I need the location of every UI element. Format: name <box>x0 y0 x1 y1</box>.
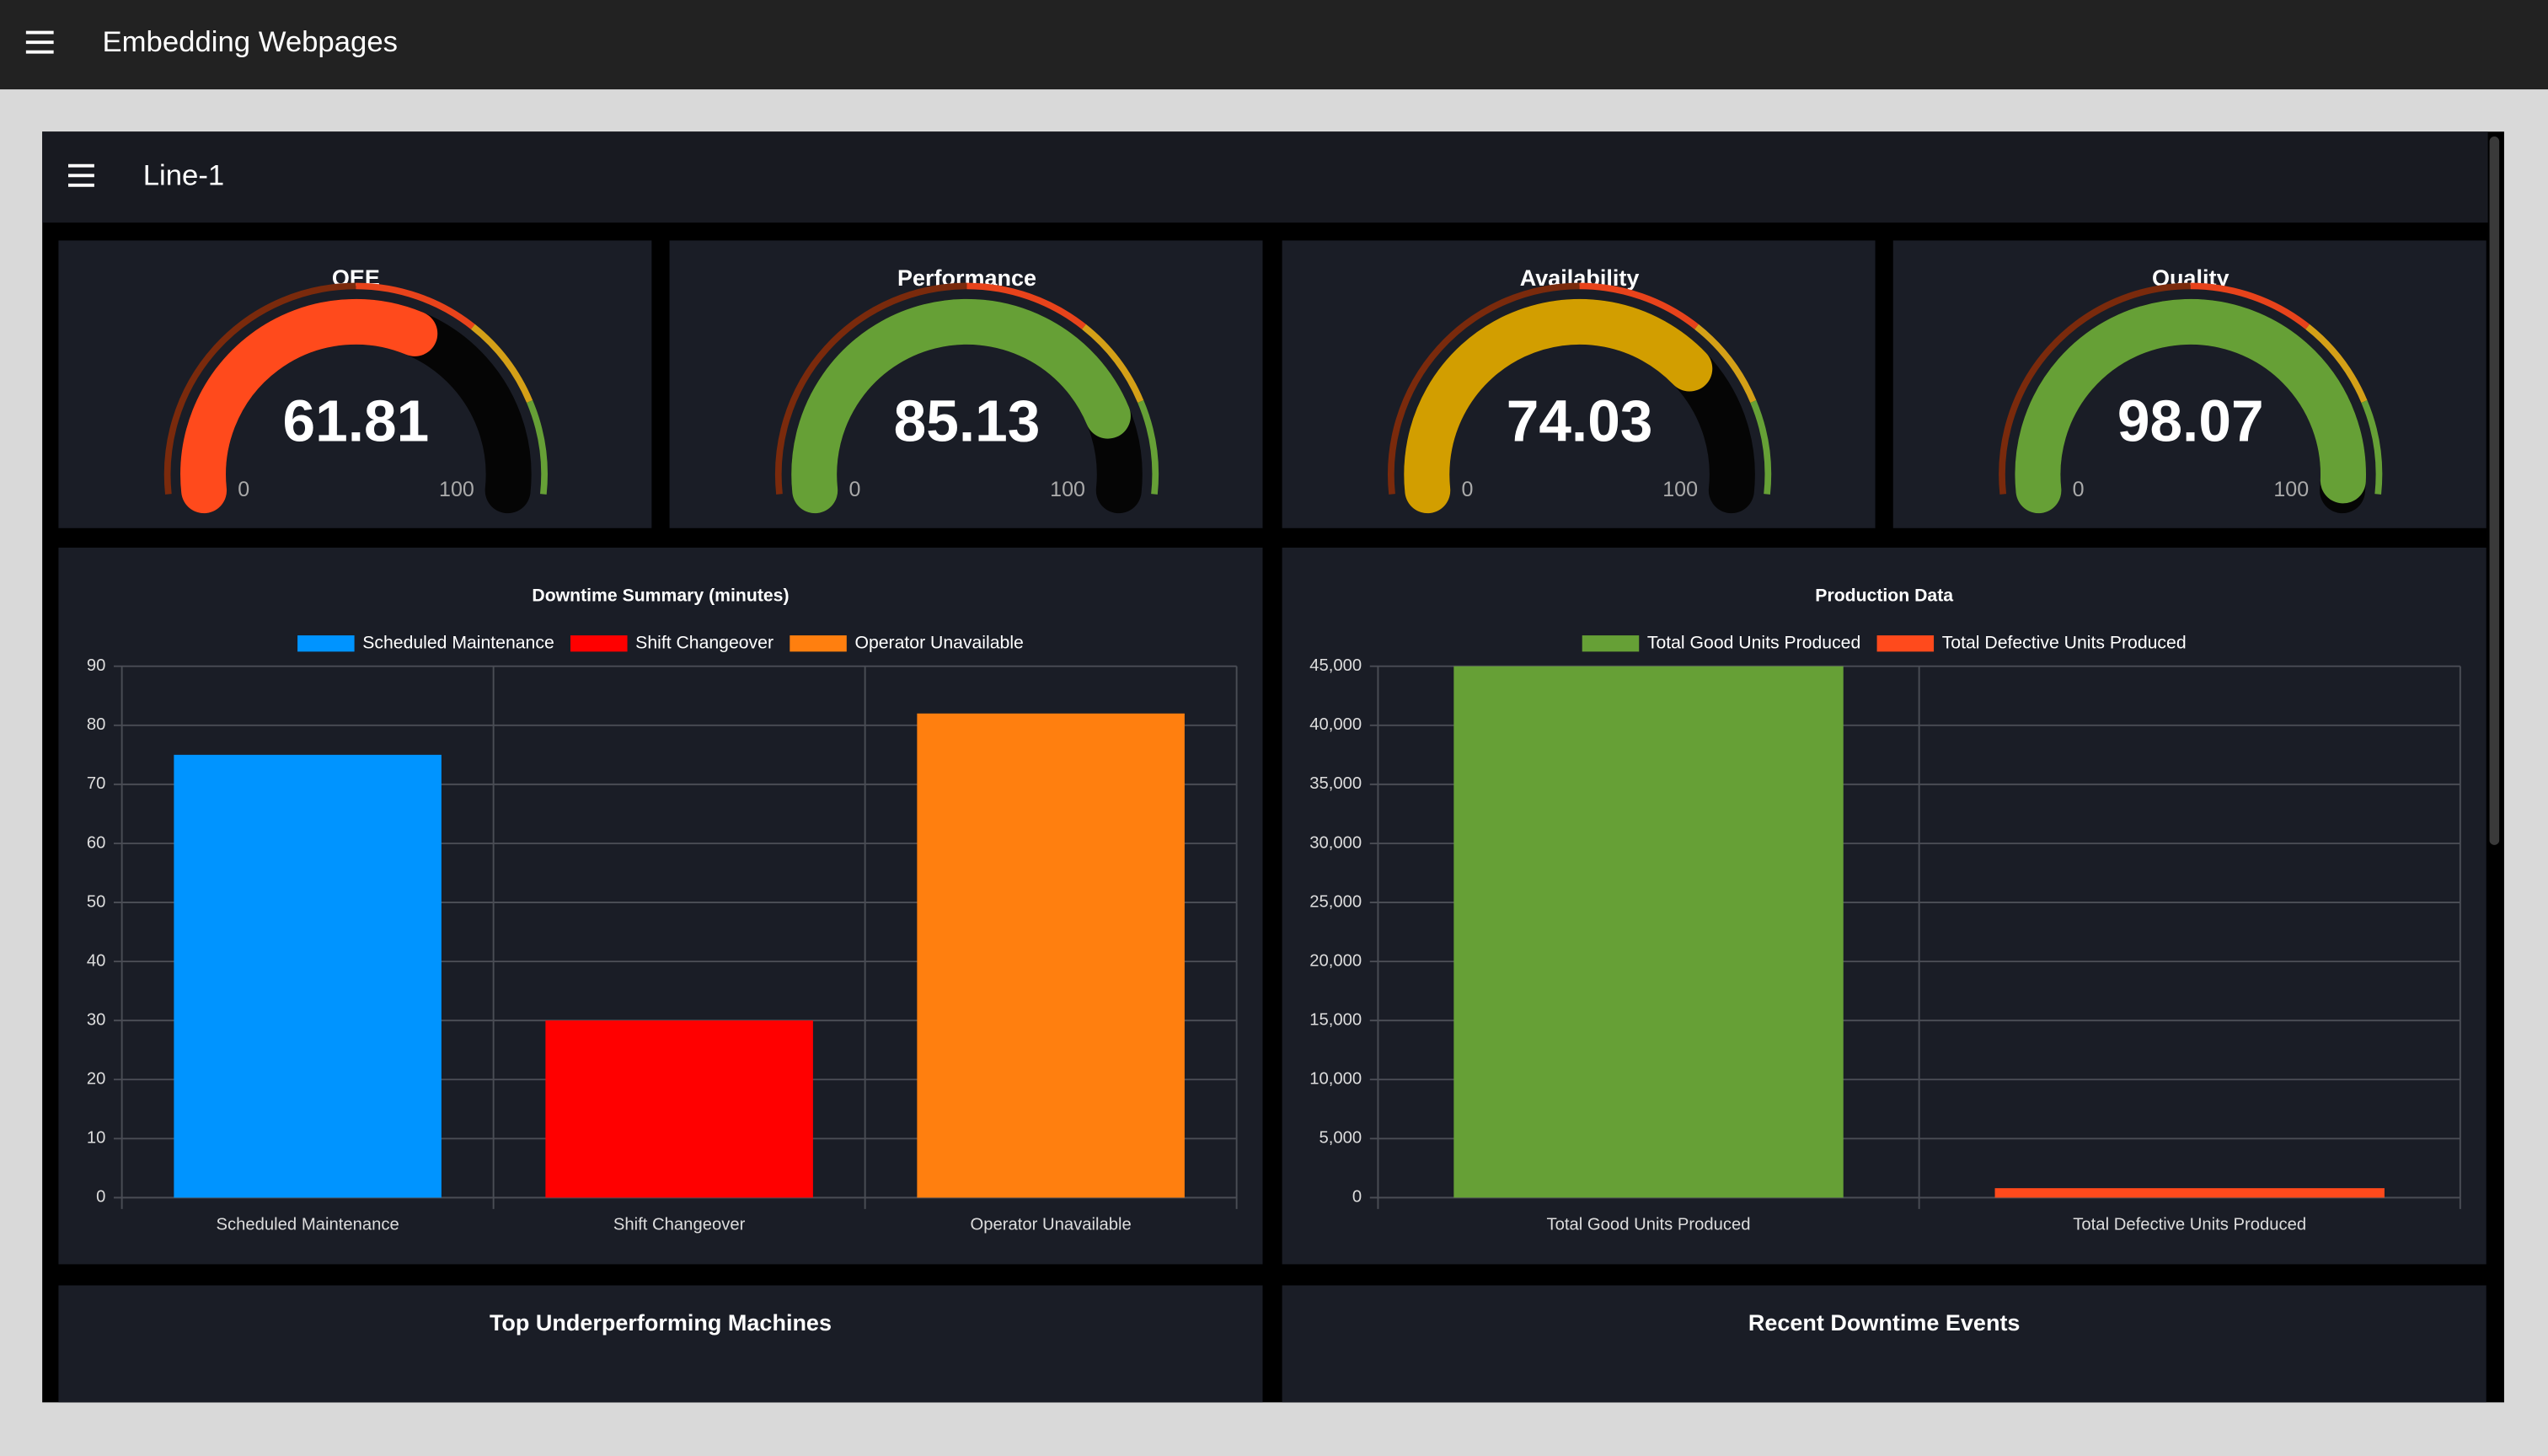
gauge-value: 98.07 <box>2117 388 2264 454</box>
legend-swatch <box>1582 635 1640 652</box>
y-tick-label: 35,000 <box>1309 774 1362 793</box>
chart-title: Production Data <box>1815 586 1953 605</box>
gauge-threshold-segment <box>1388 282 1580 495</box>
legend-label: Scheduled Maintenance <box>362 633 554 652</box>
legend-label: Shift Changeover <box>635 633 774 652</box>
legend-label: Total Good Units Produced <box>1647 633 1860 652</box>
panel-title: Recent Downtime Events <box>1748 1310 2021 1336</box>
y-tick-label: 50 <box>87 892 106 911</box>
gauge-threshold-segment <box>163 282 356 495</box>
gauge-threshold-segment <box>470 324 533 403</box>
gauge-value-arc <box>791 298 1131 514</box>
y-tick-label: 20,000 <box>1309 951 1362 970</box>
gauge-min: 0 <box>238 478 249 501</box>
bar <box>174 754 442 1198</box>
y-tick-label: 5,000 <box>1319 1129 1362 1148</box>
bar <box>545 1020 813 1198</box>
gauge-threshold-segment <box>1999 282 2191 495</box>
gauge-threshold-segment <box>527 399 548 495</box>
y-tick-label: 10,000 <box>1309 1070 1362 1089</box>
gauge-threshold-segment <box>1694 324 1757 403</box>
gauge-value: 85.13 <box>894 388 1041 454</box>
gauge-max: 100 <box>2273 478 2309 501</box>
gauge-max: 100 <box>439 478 474 501</box>
gauge-min: 0 <box>2073 478 2085 501</box>
app-bar <box>0 0 2548 90</box>
y-tick-label: 30,000 <box>1309 833 1362 852</box>
y-tick-label: 70 <box>87 774 106 793</box>
y-tick-label: 25,000 <box>1309 892 1362 911</box>
gauge-value-arc <box>180 298 438 514</box>
legend-swatch <box>1876 635 1935 652</box>
gauge-value: 74.03 <box>1507 388 1653 454</box>
gauge-threshold-segment <box>2361 399 2383 495</box>
bar <box>1994 1188 2385 1198</box>
legend-swatch <box>790 635 847 652</box>
y-tick-label: 80 <box>87 715 106 734</box>
dashboard-menu-button[interactable] <box>68 163 94 187</box>
dashboard-title: Line-1 <box>143 159 224 191</box>
panel-card <box>58 1285 1263 1403</box>
x-tick-label: Shift Changeover <box>613 1215 746 1234</box>
y-tick-label: 10 <box>87 1129 106 1148</box>
gauge-threshold-segment <box>2305 324 2368 403</box>
gauge-threshold-segment <box>1750 399 1772 495</box>
x-tick-label: Scheduled Maintenance <box>216 1215 399 1234</box>
gauge-value: 61.81 <box>283 388 430 454</box>
y-tick-label: 45,000 <box>1309 656 1362 675</box>
gauge-max: 100 <box>1050 478 1085 501</box>
x-tick-label: Operator Unavailable <box>970 1215 1131 1234</box>
dashboard-header <box>42 131 2488 223</box>
gauge-value-arc <box>1404 298 1713 514</box>
y-tick-label: 90 <box>87 656 106 675</box>
gauge-threshold-segment <box>774 282 967 495</box>
gauge-min: 0 <box>1462 478 1474 501</box>
gauge-threshold-segment <box>966 282 1086 329</box>
y-tick-label: 60 <box>87 833 106 852</box>
legend-swatch <box>570 635 628 652</box>
y-tick-label: 15,000 <box>1309 1010 1362 1029</box>
gauge-threshold-segment <box>1579 282 1699 329</box>
gauge-threshold-segment <box>1082 324 1144 403</box>
app-menu-button[interactable] <box>25 30 54 54</box>
panel-card <box>1282 1285 2486 1403</box>
gauge-max: 100 <box>1662 478 1698 501</box>
y-tick-label: 40,000 <box>1309 715 1362 734</box>
legend-label: Total Defective Units Produced <box>1942 633 2187 652</box>
chart-title: Downtime Summary (minutes) <box>532 586 789 605</box>
y-tick-label: 0 <box>96 1188 105 1207</box>
gauge-threshold-segment <box>356 282 475 329</box>
scrollbar[interactable] <box>2489 136 2500 845</box>
y-tick-label: 40 <box>87 951 106 970</box>
y-tick-label: 0 <box>1352 1188 1362 1207</box>
gauge-min: 0 <box>848 478 860 501</box>
gauge-value-arc <box>2015 298 2366 514</box>
app-title: Embedding Webpages <box>103 26 399 58</box>
x-tick-label: Total Good Units Produced <box>1547 1215 1751 1234</box>
gauge-threshold-segment <box>1138 399 1159 495</box>
x-tick-label: Total Defective Units Produced <box>2073 1215 2306 1234</box>
bar <box>917 713 1185 1198</box>
legend-label: Operator Unavailable <box>854 633 1023 652</box>
y-tick-label: 30 <box>87 1010 106 1029</box>
gauge-threshold-segment <box>2190 282 2310 329</box>
bar <box>1453 666 1844 1198</box>
panel-title: Top Underperforming Machines <box>490 1310 832 1336</box>
legend-swatch <box>297 635 355 652</box>
y-tick-label: 20 <box>87 1070 106 1089</box>
